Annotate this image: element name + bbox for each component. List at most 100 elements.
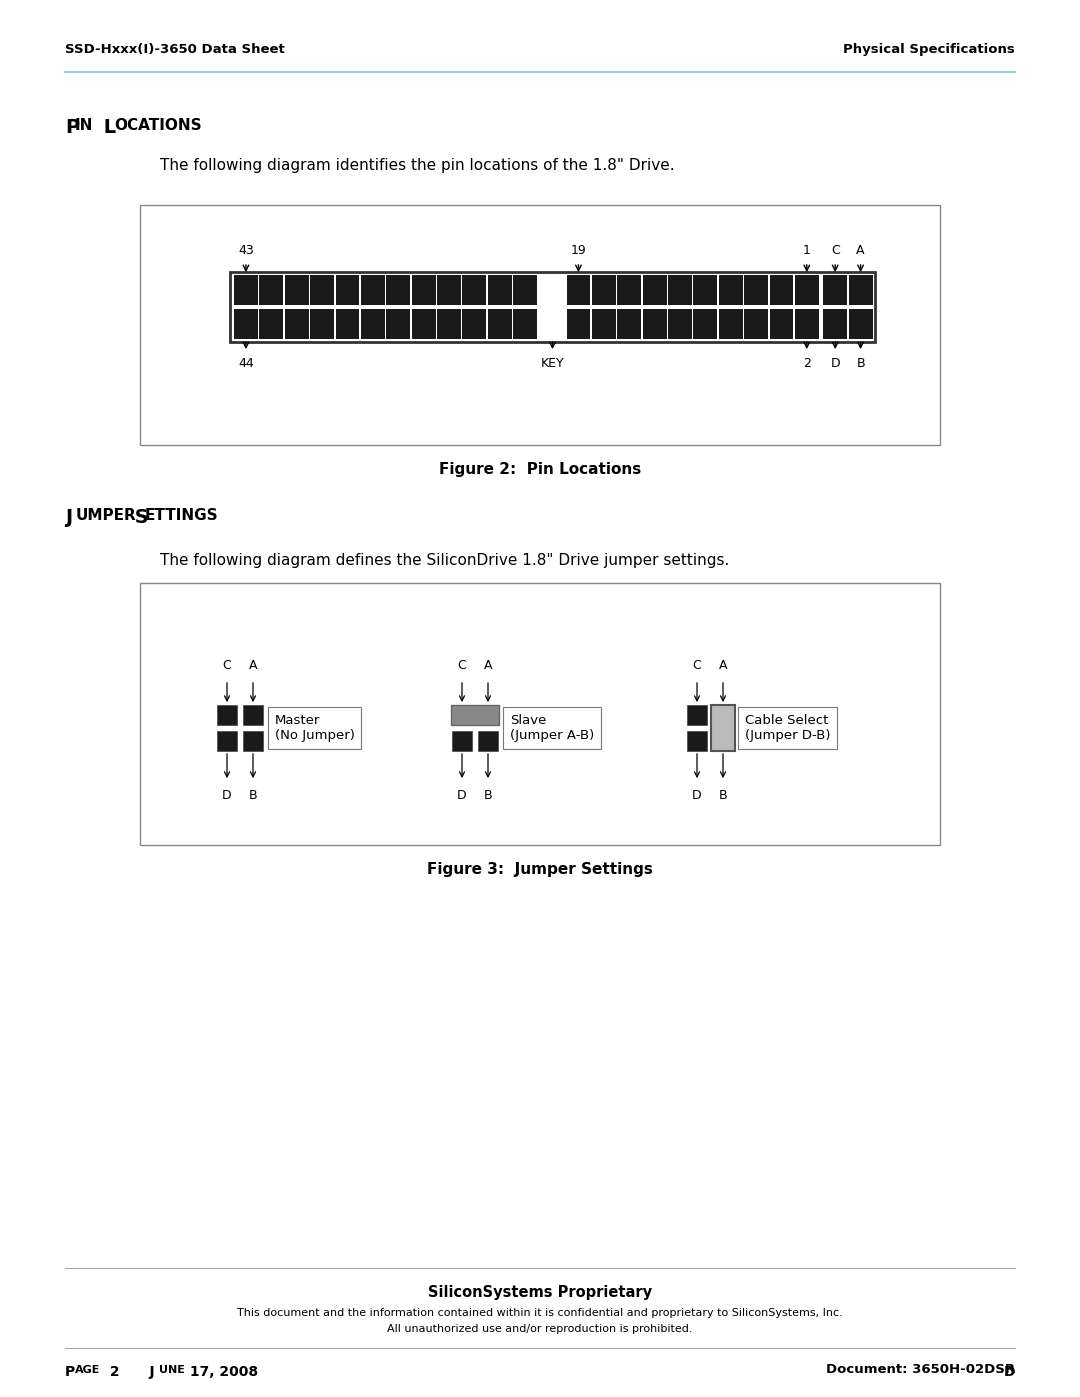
- Text: J: J: [65, 509, 72, 527]
- Bar: [462, 275, 486, 305]
- Text: C: C: [222, 659, 231, 672]
- Bar: [769, 309, 794, 339]
- Text: AGE: AGE: [75, 1365, 100, 1375]
- Bar: [243, 731, 264, 752]
- Text: D: D: [222, 789, 232, 802]
- Bar: [719, 309, 743, 339]
- Text: B: B: [856, 358, 865, 370]
- Bar: [217, 731, 237, 752]
- Text: UNE: UNE: [159, 1365, 185, 1375]
- Text: Slave
(Jumper A-B): Slave (Jumper A-B): [510, 714, 594, 742]
- Text: C: C: [692, 659, 701, 672]
- Bar: [618, 275, 642, 305]
- Bar: [719, 275, 743, 305]
- Bar: [711, 705, 735, 752]
- Bar: [259, 309, 283, 339]
- Bar: [795, 309, 819, 339]
- Bar: [361, 275, 384, 305]
- Text: 44: 44: [238, 358, 254, 370]
- Bar: [687, 705, 707, 725]
- Bar: [643, 309, 666, 339]
- Text: SiliconSystems Proprietary: SiliconSystems Proprietary: [428, 1285, 652, 1301]
- Text: All unauthorized use and/or reproduction is prohibited.: All unauthorized use and/or reproduction…: [388, 1324, 692, 1334]
- Bar: [713, 731, 733, 752]
- Bar: [140, 205, 940, 446]
- Text: L: L: [97, 117, 117, 137]
- Bar: [462, 309, 486, 339]
- Text: B: B: [248, 789, 257, 802]
- Bar: [592, 309, 616, 339]
- Text: P: P: [65, 1365, 76, 1379]
- Text: The following diagram defines the SiliconDrive 1.8" Drive jumper settings.: The following diagram defines the Silico…: [160, 553, 729, 569]
- Bar: [387, 275, 410, 305]
- Text: ETTINGS: ETTINGS: [145, 509, 218, 522]
- Text: 2: 2: [802, 358, 811, 370]
- Bar: [823, 309, 847, 339]
- Text: Cable Select
(Jumper D-B): Cable Select (Jumper D-B): [745, 714, 831, 742]
- Bar: [437, 309, 461, 339]
- Bar: [669, 275, 692, 305]
- Bar: [285, 275, 309, 305]
- Bar: [769, 275, 794, 305]
- Text: C: C: [458, 659, 467, 672]
- Bar: [693, 309, 717, 339]
- Text: B: B: [718, 789, 727, 802]
- Bar: [411, 275, 435, 305]
- Text: The following diagram identifies the pin locations of the 1.8" Drive.: The following diagram identifies the pin…: [160, 158, 675, 173]
- Bar: [285, 309, 309, 339]
- Bar: [453, 731, 472, 752]
- Text: J: J: [130, 1365, 154, 1379]
- Bar: [243, 705, 264, 725]
- Text: Master
(No Jumper): Master (No Jumper): [275, 714, 355, 742]
- Text: D: D: [692, 789, 702, 802]
- Bar: [478, 731, 498, 752]
- Text: A: A: [248, 659, 257, 672]
- Text: 2: 2: [105, 1365, 120, 1379]
- Bar: [437, 275, 461, 305]
- Bar: [310, 309, 334, 339]
- Bar: [687, 731, 707, 752]
- Text: IN: IN: [75, 117, 93, 133]
- Text: D: D: [831, 358, 840, 370]
- Bar: [217, 705, 237, 725]
- Text: KEY: KEY: [541, 358, 565, 370]
- Bar: [478, 705, 498, 725]
- Text: C: C: [831, 244, 839, 257]
- Bar: [693, 275, 717, 305]
- Bar: [513, 309, 537, 339]
- Text: 1: 1: [802, 244, 811, 257]
- Bar: [411, 309, 435, 339]
- Bar: [361, 309, 384, 339]
- Bar: [488, 275, 512, 305]
- Text: Document: 3650H-02DSR: Document: 3650H-02DSR: [826, 1363, 1015, 1376]
- Bar: [849, 275, 873, 305]
- Bar: [795, 275, 819, 305]
- Text: This document and the information contained within it is confidential and propri: This document and the information contai…: [238, 1308, 842, 1317]
- Text: A: A: [856, 244, 865, 257]
- Bar: [336, 309, 360, 339]
- Bar: [140, 583, 940, 845]
- Bar: [336, 275, 360, 305]
- Bar: [310, 275, 334, 305]
- Bar: [234, 275, 258, 305]
- Text: 17, 2008: 17, 2008: [185, 1365, 258, 1379]
- Bar: [567, 309, 591, 339]
- Bar: [744, 309, 768, 339]
- Text: UMPER: UMPER: [76, 509, 137, 522]
- Bar: [592, 275, 616, 305]
- Text: D: D: [457, 789, 467, 802]
- Bar: [849, 309, 873, 339]
- Text: B: B: [484, 789, 492, 802]
- Bar: [230, 272, 875, 342]
- Bar: [451, 705, 499, 725]
- Text: A: A: [719, 659, 727, 672]
- Text: Physical Specifications: Physical Specifications: [843, 43, 1015, 56]
- Bar: [618, 309, 642, 339]
- Bar: [567, 275, 591, 305]
- Text: 43: 43: [238, 244, 254, 257]
- Text: Figure 3:  Jumper Settings: Figure 3: Jumper Settings: [427, 862, 653, 877]
- Bar: [234, 309, 258, 339]
- Bar: [713, 705, 733, 725]
- Bar: [453, 705, 472, 725]
- Text: OCATIONS: OCATIONS: [114, 117, 202, 133]
